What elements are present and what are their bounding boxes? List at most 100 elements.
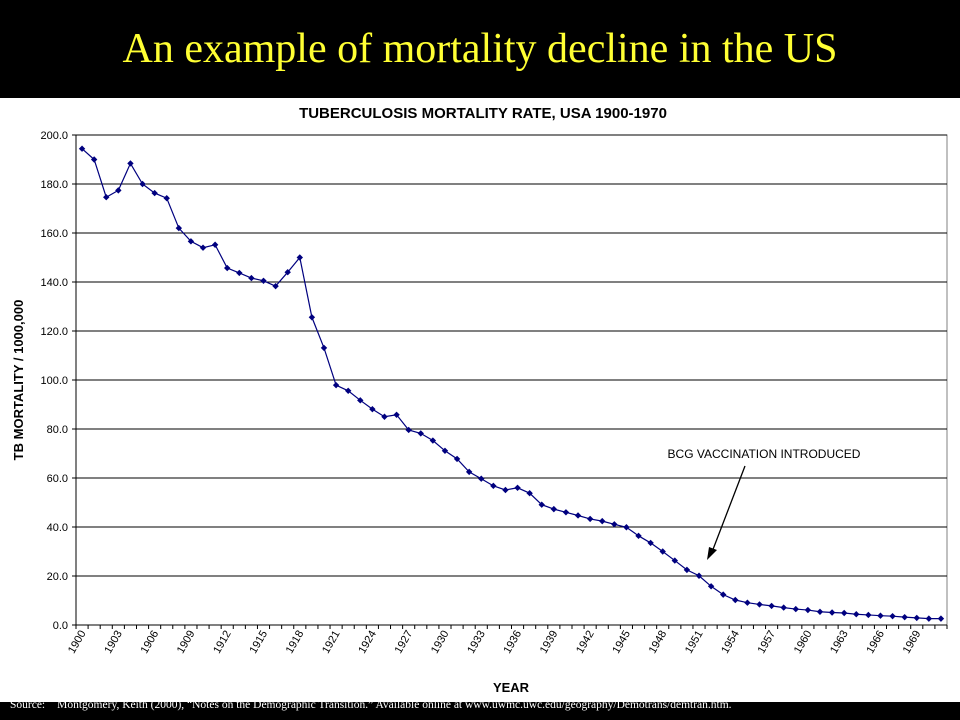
data-point [381, 413, 388, 420]
slide-title: An example of mortality decline in the U… [122, 26, 838, 72]
data-point [357, 397, 364, 404]
x-tick-label: 1903 [102, 629, 125, 656]
data-point [925, 615, 933, 622]
y-tick-label: 160.0 [40, 228, 68, 240]
data-point [441, 447, 449, 455]
x-tick-label: 1912 [211, 629, 234, 656]
data-point [332, 381, 340, 389]
data-point [296, 254, 303, 261]
data-point [901, 613, 908, 621]
data-point [151, 189, 158, 197]
data-point [284, 269, 291, 276]
x-tick-label: 1960 [792, 629, 815, 656]
y-tick-label: 40.0 [47, 522, 68, 534]
data-point [115, 187, 122, 194]
x-axis-ticks: 1900 1903 1906 1909 1912 1915 1918 1921 1924 1927… [66, 625, 948, 656]
data-point [526, 489, 533, 497]
data-point [393, 411, 400, 418]
y-tick-label: 0.0 [53, 620, 68, 632]
data-point [792, 605, 799, 613]
x-tick-label: 1927 [393, 629, 416, 656]
x-tick-label: 1924 [356, 629, 379, 656]
data-point [574, 512, 582, 519]
annotation-arrow [711, 465, 746, 553]
data-point [163, 195, 170, 202]
data-point [659, 548, 666, 555]
data-point [889, 612, 896, 620]
x-tick-label: 1957 [756, 629, 779, 656]
y-tick-label: 60.0 [47, 473, 68, 485]
x-tick-label: 1930 [429, 629, 452, 656]
data-point [405, 426, 412, 434]
x-tick-label: 1954 [719, 629, 742, 656]
x-tick-label: 1951 [683, 629, 706, 656]
x-tick-label: 1933 [465, 629, 488, 656]
x-tick-label: 1948 [647, 629, 670, 656]
y-axis-ticks: 0.0 20.0 40.0 60.0 80.0 100.0 120.0 140.0 160.0 1… [40, 130, 76, 632]
x-tick-label: 1945 [610, 629, 633, 656]
y-tick-label: 140.0 [40, 277, 68, 289]
annotation-arrowhead [707, 547, 717, 560]
y-tick-label: 120.0 [40, 326, 68, 338]
chart-panel: TUBERCULOSIS MORTALITY RATE, USA 1900-19… [0, 98, 960, 702]
data-point [478, 475, 485, 482]
gridlines [76, 134, 947, 577]
data-point [877, 612, 884, 619]
annotation-label: BCG VACCINATION INTRODUCED [668, 447, 861, 461]
data-point [127, 160, 134, 167]
data-point [937, 615, 945, 622]
data-point [599, 517, 606, 525]
x-tick-label: 1909 [175, 629, 198, 656]
y-tick-label: 80.0 [47, 424, 68, 436]
data-point [562, 509, 570, 516]
data-point [514, 484, 521, 491]
data-point [490, 482, 497, 490]
tb-mortality-chart: TUBERCULOSIS MORTALITY RATE, USA 1900-19… [11, 105, 948, 695]
data-point [840, 609, 848, 617]
source-text: Montgomery, Keith (2000), “Notes on the … [57, 699, 732, 711]
data-point [865, 611, 872, 619]
data-point [199, 244, 207, 251]
data-point [260, 277, 267, 284]
x-tick-label: 1900 [66, 629, 89, 656]
data-point [671, 557, 679, 564]
x-tick-label: 1963 [828, 629, 851, 656]
data-point [211, 241, 219, 248]
source-citation: Source: Montgomery, Keith (2000), “Notes … [10, 698, 960, 720]
x-tick-label: 1918 [284, 629, 307, 656]
data-point [695, 572, 703, 579]
data-point [768, 602, 775, 610]
data-point [683, 566, 691, 574]
data-point [417, 430, 424, 437]
x-axis-title: YEAR [493, 680, 530, 695]
data-point [780, 604, 787, 611]
data-point [369, 405, 376, 413]
data-point [816, 608, 824, 615]
y-tick-label: 200.0 [40, 130, 68, 142]
data-point [465, 468, 473, 476]
x-tick-label: 1966 [864, 629, 887, 656]
data-point [913, 614, 920, 622]
chart-title: TUBERCULOSIS MORTALITY RATE, USA 1900-19… [299, 105, 667, 122]
data-point [720, 591, 727, 598]
data-point [272, 282, 279, 290]
x-tick-label: 1969 [901, 629, 924, 656]
data-point [828, 609, 836, 616]
data-point [550, 505, 558, 513]
y-tick-label: 20.0 [47, 571, 68, 583]
x-tick-label: 1921 [320, 629, 343, 656]
data-point [429, 437, 437, 444]
data-point [187, 238, 195, 245]
data-point [248, 274, 255, 282]
x-tick-label: 1936 [502, 629, 525, 656]
data-point [853, 611, 860, 618]
source-label: Source: [10, 699, 46, 711]
x-tick-label: 1906 [139, 629, 162, 656]
data-point [502, 486, 509, 494]
y-tick-label: 180.0 [40, 179, 68, 191]
data-point [103, 194, 110, 201]
data-point [344, 387, 352, 394]
data-point [453, 455, 461, 463]
data-point [236, 269, 243, 277]
data-point [623, 524, 630, 531]
